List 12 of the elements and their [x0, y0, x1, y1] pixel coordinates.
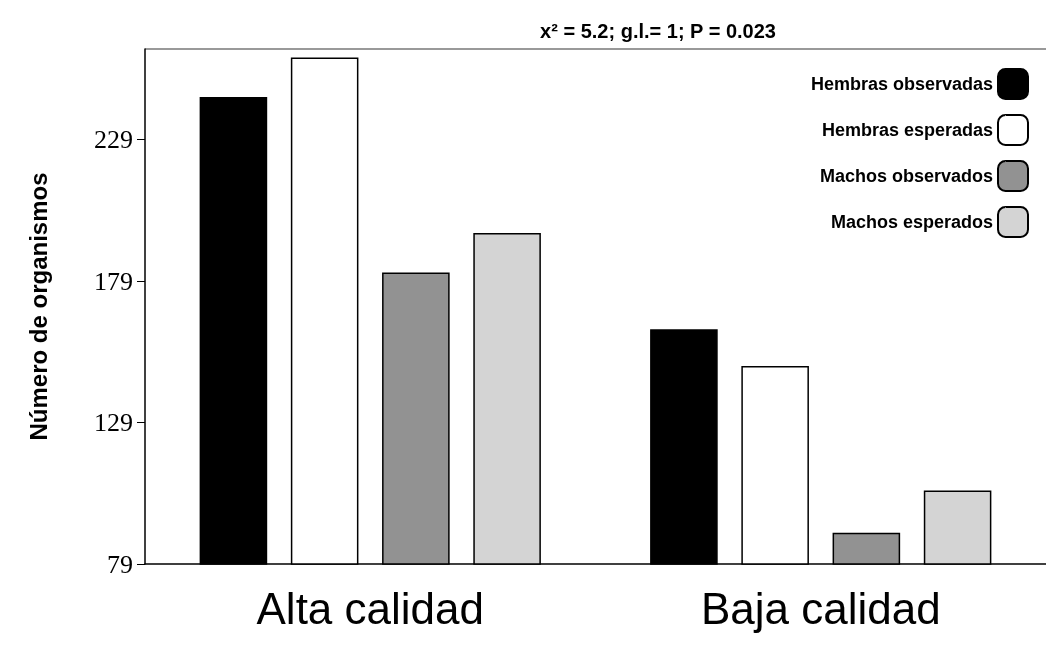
- legend-label: Hembras esperadas: [821, 120, 993, 140]
- x-tick-label: Alta calidad: [256, 583, 484, 633]
- y-tick-label: 179: [94, 266, 133, 296]
- y-axis-title: Número de organismos: [24, 172, 52, 441]
- legend-label: Hembras observadas: [810, 74, 993, 94]
- y-tick-label: 79: [107, 549, 133, 579]
- chart-title: x² = 5.2; g.l.= 1; P = 0.023: [540, 20, 776, 42]
- legend-label: Machos esperados: [830, 212, 993, 232]
- x-tick-label: Baja calidad: [700, 583, 941, 633]
- y-tick-label: 129: [94, 408, 133, 438]
- legend-label: Machos observados: [819, 166, 993, 186]
- y-tick-label: 229: [94, 125, 133, 155]
